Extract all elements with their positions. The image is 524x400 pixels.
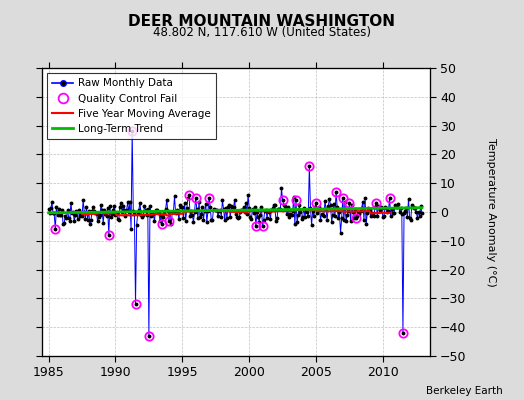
Text: DEER MOUNTAIN WASHINGTON: DEER MOUNTAIN WASHINGTON — [128, 14, 396, 29]
Text: Berkeley Earth: Berkeley Earth — [427, 386, 503, 396]
Text: 48.802 N, 117.610 W (United States): 48.802 N, 117.610 W (United States) — [153, 26, 371, 39]
Legend: Raw Monthly Data, Quality Control Fail, Five Year Moving Average, Long-Term Tren: Raw Monthly Data, Quality Control Fail, … — [47, 73, 216, 139]
Y-axis label: Temperature Anomaly (°C): Temperature Anomaly (°C) — [486, 138, 496, 286]
